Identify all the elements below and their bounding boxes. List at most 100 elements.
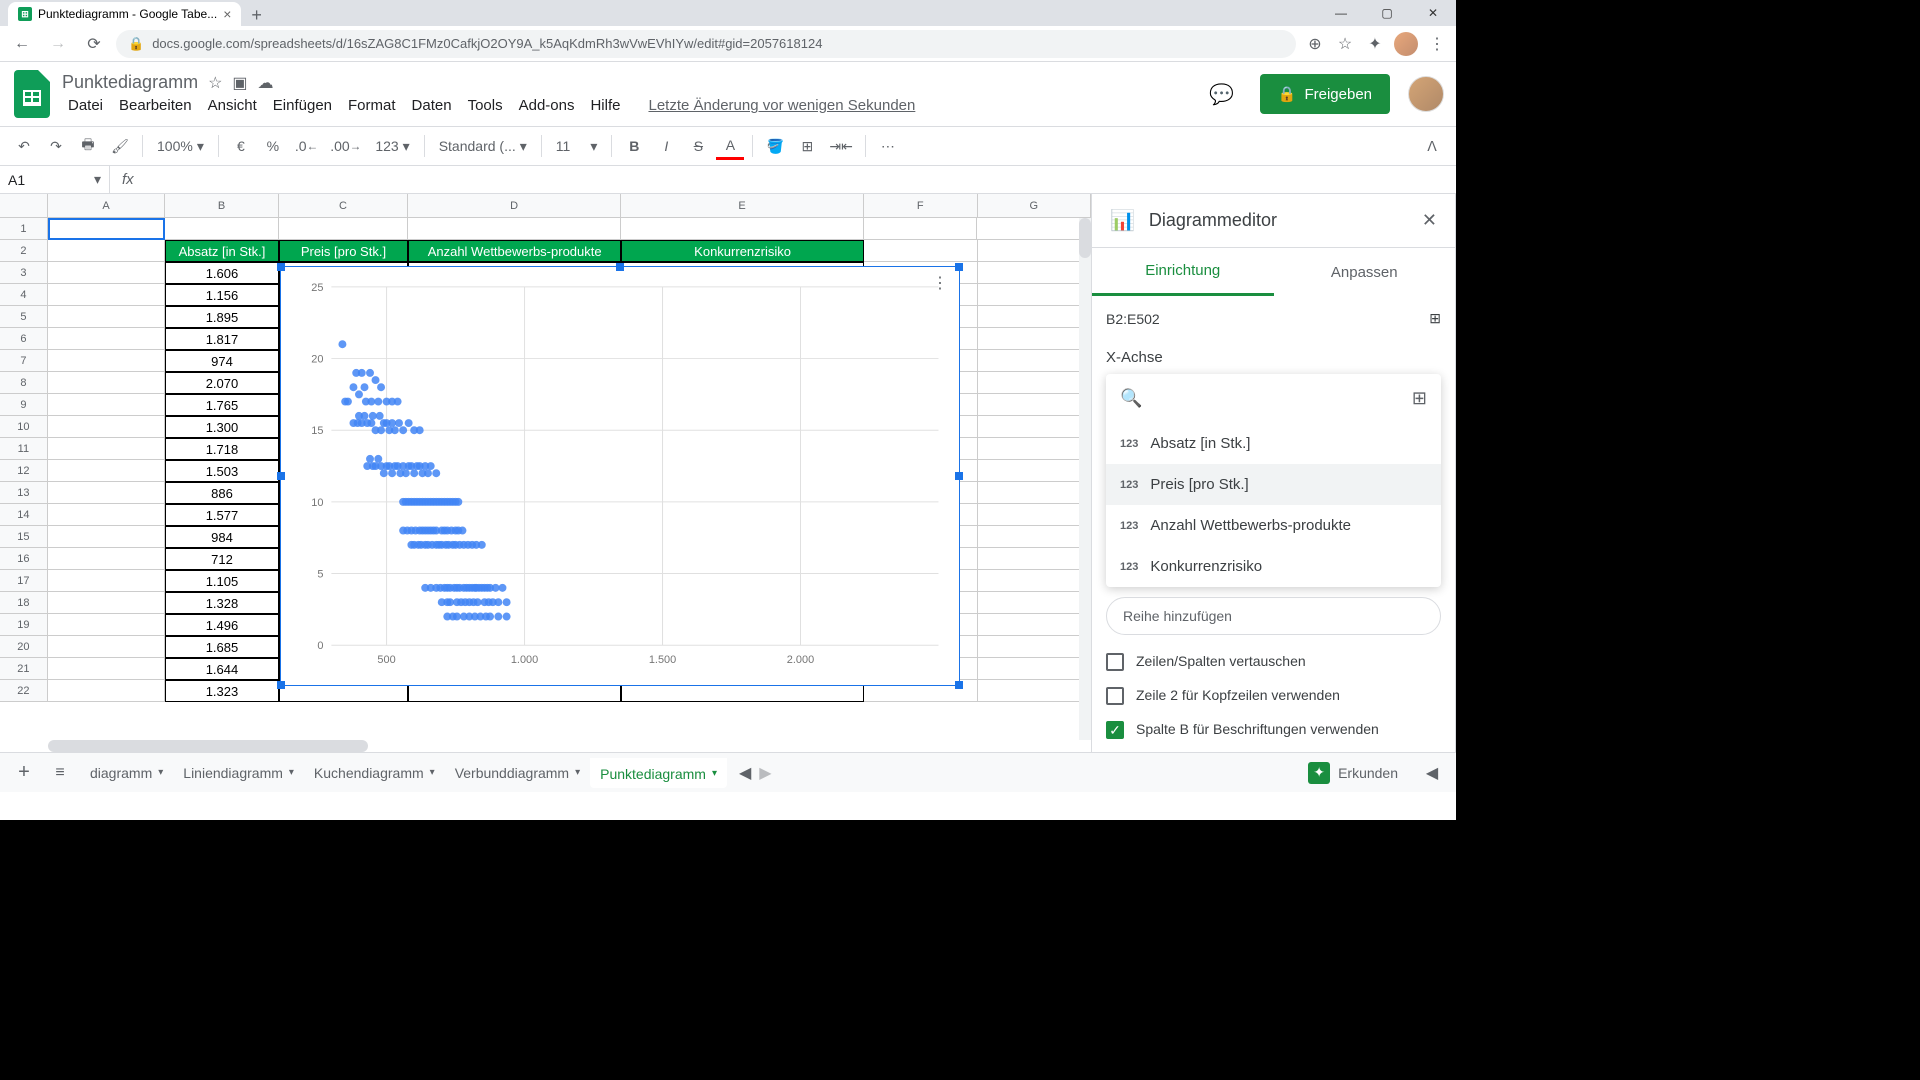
select-range-icon[interactable]: ⊞ bbox=[1429, 310, 1441, 327]
sheet-tab[interactable]: Verbunddiagramm ▾ bbox=[445, 758, 590, 788]
bold-icon[interactable]: B bbox=[620, 132, 648, 160]
xaxis-option-konkurrenz[interactable]: 123 Konkurrenzrisiko bbox=[1106, 546, 1441, 587]
row-header-14[interactable]: 14 bbox=[0, 504, 48, 526]
cell[interactable] bbox=[48, 284, 165, 306]
cell[interactable] bbox=[279, 218, 408, 240]
cell[interactable] bbox=[48, 526, 165, 548]
star-icon[interactable]: ☆ bbox=[1334, 33, 1356, 55]
cell[interactable] bbox=[978, 592, 1091, 614]
sheet-tab[interactable]: Kuchendiagramm ▾ bbox=[304, 758, 445, 788]
cell[interactable]: 1.685 bbox=[165, 636, 279, 658]
xaxis-field-dropdown[interactable]: 🔍 ⊞ 123 Absatz [in Stk.] 123 Preis [pro … bbox=[1106, 374, 1441, 587]
col-header-G[interactable]: G bbox=[978, 194, 1091, 218]
sheet-nav-left-icon[interactable]: ◀ bbox=[739, 763, 751, 783]
last-edit-link[interactable]: Letzte Änderung vor wenigen Sekunden bbox=[642, 95, 921, 116]
name-box[interactable]: A1▾ bbox=[0, 166, 110, 193]
cell[interactable]: 984 bbox=[165, 526, 279, 548]
cell[interactable] bbox=[864, 240, 977, 262]
chart-menu-icon[interactable]: ⋮ bbox=[932, 273, 949, 293]
close-window-icon[interactable]: ✕ bbox=[1410, 0, 1456, 26]
col-header-D[interactable]: D bbox=[408, 194, 621, 218]
strikethrough-icon[interactable]: S bbox=[684, 132, 712, 160]
cell[interactable]: 1.765 bbox=[165, 394, 279, 416]
cell[interactable] bbox=[978, 658, 1091, 680]
url-field[interactable]: 🔒 docs.google.com/spreadsheets/d/16sZAG8… bbox=[116, 30, 1296, 58]
merge-icon[interactable]: ⇥⇤ bbox=[825, 132, 856, 160]
cell[interactable] bbox=[48, 504, 165, 526]
menu-hilfe[interactable]: Hilfe bbox=[584, 95, 626, 116]
cell[interactable]: 1.503 bbox=[165, 460, 279, 482]
share-button[interactable]: 🔒 Freigeben bbox=[1260, 74, 1390, 114]
font-dropdown[interactable]: Standard (... ▾ bbox=[433, 138, 533, 155]
cell[interactable] bbox=[48, 614, 165, 636]
cell[interactable] bbox=[978, 680, 1091, 702]
cell[interactable] bbox=[48, 680, 165, 702]
star-doc-icon[interactable]: ☆ bbox=[208, 73, 222, 93]
cell[interactable]: 1.644 bbox=[165, 658, 279, 680]
row-header-17[interactable]: 17 bbox=[0, 570, 48, 592]
cell[interactable] bbox=[48, 548, 165, 570]
cell[interactable] bbox=[978, 460, 1091, 482]
row-header-7[interactable]: 7 bbox=[0, 350, 48, 372]
cell[interactable]: 2.070 bbox=[165, 372, 279, 394]
cell[interactable] bbox=[48, 658, 165, 680]
add-series-button[interactable]: Reihe hinzufügen bbox=[1106, 597, 1441, 635]
menu-format[interactable]: Format bbox=[342, 95, 402, 116]
cell[interactable]: 712 bbox=[165, 548, 279, 570]
increase-decimal-button[interactable]: .00→ bbox=[326, 132, 365, 160]
comments-icon[interactable]: 💬 bbox=[1202, 74, 1242, 114]
cell[interactable]: Konkurrenzrisiko bbox=[621, 240, 864, 262]
text-color-icon[interactable]: A bbox=[716, 132, 744, 160]
cell[interactable] bbox=[978, 306, 1091, 328]
cell[interactable]: Anzahl Wettbewerbs-produkte bbox=[408, 240, 621, 262]
row-header-15[interactable]: 15 bbox=[0, 526, 48, 548]
row-header-12[interactable]: 12 bbox=[0, 460, 48, 482]
tab-einrichtung[interactable]: Einrichtung bbox=[1092, 248, 1274, 296]
cell[interactable] bbox=[978, 570, 1091, 592]
row-header-6[interactable]: 6 bbox=[0, 328, 48, 350]
cell[interactable] bbox=[621, 218, 864, 240]
sheet-nav-right-icon[interactable]: ▶ bbox=[759, 763, 771, 783]
row-header-9[interactable]: 9 bbox=[0, 394, 48, 416]
cell[interactable] bbox=[978, 284, 1091, 306]
side-panel-toggle-icon[interactable]: ◀ bbox=[1416, 763, 1448, 783]
menu-daten[interactable]: Daten bbox=[406, 95, 458, 116]
row-header-22[interactable]: 22 bbox=[0, 680, 48, 702]
menu-tools[interactable]: Tools bbox=[462, 95, 509, 116]
forward-icon[interactable]: → bbox=[44, 30, 72, 58]
cell[interactable] bbox=[978, 526, 1091, 548]
profile-avatar-icon[interactable] bbox=[1394, 32, 1418, 56]
cell[interactable]: 1.156 bbox=[165, 284, 279, 306]
maximize-icon[interactable]: ▢ bbox=[1364, 0, 1410, 26]
minimize-icon[interactable]: — bbox=[1318, 0, 1364, 26]
cell[interactable] bbox=[978, 636, 1091, 658]
more-toolbar-icon[interactable]: ⋯ bbox=[874, 132, 902, 160]
extensions-icon[interactable]: ✦ bbox=[1364, 33, 1386, 55]
sheet-tab[interactable]: Punktediagramm ▾ bbox=[590, 758, 727, 788]
headers-row2-checkbox[interactable]: Zeile 2 für Kopfzeilen verwenden bbox=[1106, 679, 1441, 713]
cell[interactable] bbox=[978, 614, 1091, 636]
cell[interactable] bbox=[864, 218, 977, 240]
row-header-11[interactable]: 11 bbox=[0, 438, 48, 460]
cell[interactable]: Absatz [in Stk.] bbox=[165, 240, 279, 262]
row-header-19[interactable]: 19 bbox=[0, 614, 48, 636]
reload-icon[interactable]: ⟳ bbox=[80, 30, 108, 58]
cell[interactable] bbox=[165, 218, 278, 240]
cell[interactable]: 1.895 bbox=[165, 306, 279, 328]
row-header-10[interactable]: 10 bbox=[0, 416, 48, 438]
back-icon[interactable]: ← bbox=[8, 30, 36, 58]
xaxis-option-preis[interactable]: 123 Preis [pro Stk.] bbox=[1106, 464, 1441, 505]
cell[interactable] bbox=[978, 350, 1091, 372]
cell[interactable] bbox=[48, 592, 165, 614]
cell[interactable] bbox=[48, 218, 165, 240]
undo-icon[interactable]: ↶ bbox=[10, 132, 38, 160]
cell[interactable] bbox=[48, 438, 165, 460]
cell[interactable]: Preis [pro Stk.] bbox=[279, 240, 408, 262]
decrease-decimal-button[interactable]: .0← bbox=[291, 132, 322, 160]
cell[interactable] bbox=[48, 372, 165, 394]
cell[interactable] bbox=[978, 438, 1091, 460]
cell[interactable] bbox=[48, 460, 165, 482]
xaxis-option-wettbewerb[interactable]: 123 Anzahl Wettbewerbs-produkte bbox=[1106, 505, 1441, 546]
cell[interactable]: 886 bbox=[165, 482, 279, 504]
cell[interactable] bbox=[48, 262, 165, 284]
